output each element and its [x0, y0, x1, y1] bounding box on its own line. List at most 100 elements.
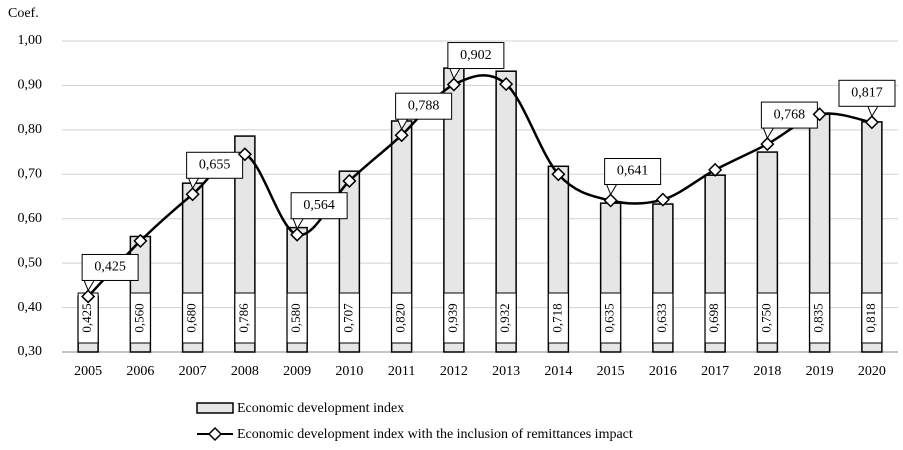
y-axis-title: Coef. [8, 6, 39, 21]
callout-box [604, 157, 662, 185]
legend-label: Economic development index [237, 401, 404, 416]
bar-label-box [234, 292, 256, 344]
line-marker [290, 227, 305, 242]
x-tick-label: 2015 [597, 364, 625, 379]
callout-pointer [606, 184, 618, 196]
callout-pointer [83, 280, 95, 292]
line-marker [760, 137, 775, 152]
bar-label-box [704, 292, 726, 344]
x-tick-label: 2013 [492, 364, 520, 379]
bar-label: 0,786 [236, 303, 251, 333]
y-tick-label: 0,60 [18, 211, 43, 226]
line-value-label: 0,817 [851, 86, 883, 101]
callout-pointer [188, 178, 200, 190]
line-value-label: 0,564 [303, 198, 335, 213]
bar-label: 0,818 [863, 303, 878, 332]
line-marker [237, 147, 252, 162]
callout-pointer [762, 127, 774, 140]
legend-swatch [196, 402, 234, 414]
callout-box [838, 79, 896, 107]
y-tick-label: 0,50 [18, 255, 43, 270]
line-marker [864, 115, 879, 130]
bar-label-box [600, 292, 622, 344]
x-tick-label: 2020 [858, 364, 886, 379]
bar-label-box [756, 292, 778, 344]
bar-label-box [182, 292, 204, 344]
line-value-label: 0,768 [774, 107, 806, 122]
callout-box [81, 253, 139, 281]
callout-pointer [397, 118, 409, 131]
bar-label: 0,680 [184, 303, 199, 332]
y-tick-label: 0,30 [18, 344, 43, 359]
bar-label: 0,707 [340, 303, 355, 333]
bar-label: 0,939 [445, 303, 460, 332]
line-value-label: 0,788 [408, 98, 440, 113]
line-marker [81, 289, 96, 304]
bar-label-box [495, 292, 517, 344]
x-tick-label: 2014 [544, 364, 572, 379]
x-tick-label: 2005 [74, 364, 102, 379]
bar-label: 0,425 [79, 303, 94, 332]
legend-marker [207, 426, 223, 442]
x-tick-label: 2016 [649, 364, 677, 379]
bar-label: 0,835 [811, 303, 826, 332]
x-tick-label: 2012 [440, 364, 468, 379]
bar-label: 0,580 [288, 303, 303, 332]
x-tick-label: 2017 [701, 364, 729, 379]
line-marker [342, 173, 357, 189]
x-tick-label: 2008 [231, 364, 259, 379]
line-marker [394, 128, 409, 143]
line-marker [446, 77, 461, 92]
bar-label-box [809, 292, 831, 344]
x-tick-label: 2011 [388, 364, 415, 379]
bar-label: 0,698 [706, 303, 721, 332]
bar-label: 0,820 [393, 303, 408, 332]
x-tick-label: 2019 [806, 364, 834, 379]
line-marker [185, 187, 200, 202]
bar-label-box [391, 292, 413, 344]
bar-label-box [547, 292, 569, 344]
bar-label-box [129, 292, 151, 344]
bar-label-box [652, 292, 674, 344]
bar-label-box [286, 292, 308, 344]
line-value-label: 0,655 [199, 157, 231, 172]
y-tick-label: 1,00 [18, 33, 43, 48]
legend-label: Economic development index with the incl… [237, 427, 633, 442]
line-marker [708, 162, 723, 177]
x-tick-label: 2010 [335, 364, 363, 379]
bar-label-box [443, 292, 465, 344]
x-tick-label: 2007 [179, 364, 207, 379]
line-value-label: 0,425 [94, 260, 126, 275]
callout-box [395, 92, 453, 120]
y-tick-label: 0,70 [18, 167, 43, 182]
line-marker [133, 233, 148, 248]
bar-label: 0,718 [549, 303, 564, 332]
x-tick-label: 2018 [753, 364, 781, 379]
bar-label-box [338, 292, 360, 344]
line-marker [603, 193, 618, 208]
y-tick-label: 0,90 [18, 78, 43, 93]
y-tick-label: 0,40 [18, 300, 43, 315]
callout-pointer [867, 106, 879, 118]
bar-label-box [861, 292, 883, 344]
callout-pointer [449, 68, 461, 80]
bar-label: 0,560 [131, 303, 146, 332]
bar-label: 0,750 [758, 303, 773, 332]
line-marker [812, 107, 827, 122]
callout-box [447, 42, 505, 70]
line-value-label: 0,641 [617, 164, 649, 179]
line-marker [655, 192, 670, 207]
y-tick-label: 0,80 [18, 122, 43, 137]
callout-box [186, 151, 244, 179]
bar-label: 0,635 [602, 303, 617, 332]
bar-label: 0,633 [654, 303, 669, 332]
bar [495, 70, 517, 353]
bar-label: 0,932 [497, 303, 512, 332]
x-tick-label: 2009 [283, 364, 311, 379]
line-marker [551, 167, 566, 182]
callout-box [760, 101, 818, 129]
x-tick-label: 2006 [126, 364, 154, 379]
callout-box [290, 192, 348, 220]
callout-pointer [292, 218, 304, 230]
